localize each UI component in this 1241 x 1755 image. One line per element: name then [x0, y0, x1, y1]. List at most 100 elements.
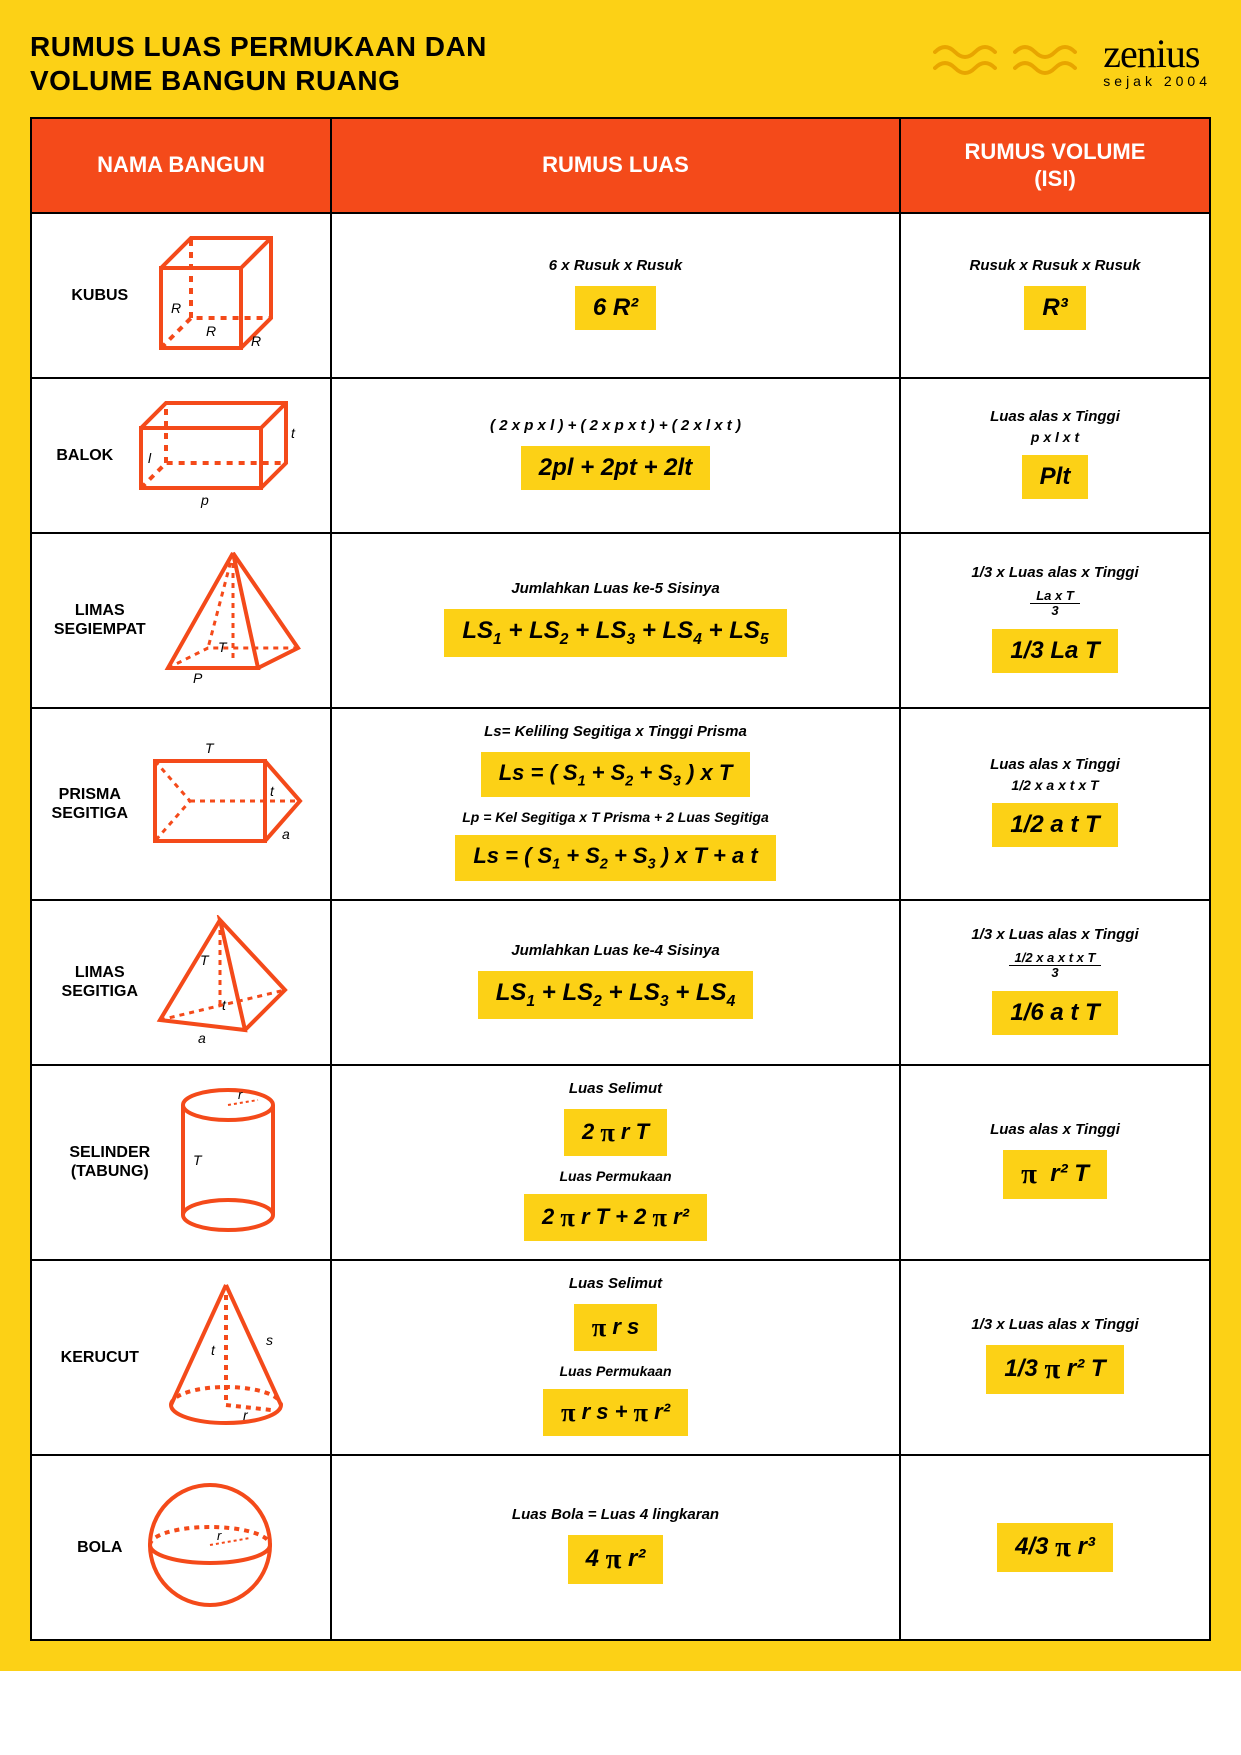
- shape-name: LIMASSEGIEMPAT: [54, 601, 146, 639]
- area-desc: Luas Bola = Luas 4 lingkaran: [342, 1506, 889, 1523]
- page-title: RUMUS LUAS PERMUKAAN DAN VOLUME BANGUN R…: [30, 30, 487, 97]
- page: RUMUS LUAS PERMUKAAN DAN VOLUME BANGUN R…: [0, 0, 1241, 1671]
- vol-desc: Luas alas x Tinggi: [911, 1121, 1199, 1138]
- vol-desc: 1/3 x Luas alas x Tinggi: [911, 1316, 1199, 1333]
- svg-text:R: R: [171, 300, 181, 316]
- area-desc-2: Lp = Kel Segitiga x T Prisma + 2 Luas Se…: [342, 809, 889, 825]
- area-formula: LS1 + LS2 + LS3 + LS4: [478, 971, 754, 1019]
- header: RUMUS LUAS PERMUKAAN DAN VOLUME BANGUN R…: [30, 30, 1211, 97]
- title-line-1: RUMUS LUAS PERMUKAAN DAN: [30, 31, 487, 62]
- tetrahedron-icon: T t a: [150, 915, 300, 1050]
- area-desc: ( 2 x p x l ) + ( 2 x p x t ) + ( 2 x l …: [342, 417, 889, 434]
- vol-formula: 4/3 π r³: [997, 1523, 1113, 1572]
- row-kerucut: KERUCUT: [31, 1260, 1210, 1455]
- cylinder-icon: r T: [163, 1080, 293, 1245]
- svg-text:T: T: [193, 1152, 203, 1168]
- area-desc-2: Luas Permukaan: [342, 1363, 889, 1379]
- shape-name: LIMASSEGITIGA: [62, 963, 138, 1001]
- vol-desc-1: Luas alas x Tinggi: [911, 408, 1199, 425]
- formula-table: NAMA BANGUN RUMUS LUAS RUMUS VOLUME(ISI)…: [30, 117, 1211, 1641]
- wave-icon: [933, 40, 1003, 80]
- row-balok: BALOK l: [31, 378, 1210, 533]
- svg-text:T: T: [205, 740, 215, 756]
- decorative-waves: [933, 40, 1083, 80]
- sphere-icon: r: [135, 1470, 285, 1625]
- svg-text:s: s: [266, 1332, 273, 1348]
- vol-desc-2: p x l x t: [911, 429, 1199, 445]
- brand-name: zenius: [1103, 30, 1211, 77]
- area-desc-1: Ls= Keliling Segitiga x Tinggi Prisma: [342, 723, 889, 740]
- area-formula-2: π r s + π r²: [543, 1389, 688, 1436]
- vol-formula: 1/2 a t T: [992, 803, 1117, 847]
- brand-logo: zenius sejak 2004: [1103, 30, 1211, 89]
- col-header-area: RUMUS LUAS: [331, 118, 900, 213]
- square-pyramid-icon: T P: [158, 548, 308, 693]
- cuboid-icon: l t p: [126, 393, 306, 518]
- wave-icon: [1013, 40, 1083, 80]
- vol-desc: 1/3 x Luas alas x Tinggi: [911, 926, 1199, 943]
- shape-name: KUBUS: [71, 286, 128, 305]
- triangular-prism-icon: T t a: [140, 731, 310, 876]
- vol-desc-2: 1/2 x a x t x T: [911, 777, 1199, 793]
- svg-text:p: p: [200, 492, 209, 508]
- vol-formula: 1/3 π r² T: [986, 1345, 1123, 1394]
- area-desc: Jumlahkan Luas ke-5 Sisinya: [342, 580, 889, 597]
- cone-icon: s t r: [151, 1275, 301, 1440]
- area-desc: 6 x Rusuk x Rusuk: [342, 257, 889, 274]
- svg-text:t: t: [270, 783, 275, 799]
- svg-text:T: T: [218, 639, 228, 655]
- area-formula: 4 π r²: [568, 1535, 664, 1584]
- vol-formula: R³: [1024, 286, 1085, 330]
- vol-formula: 1/3 La T: [992, 629, 1117, 673]
- svg-text:t: t: [291, 425, 296, 441]
- row-limas-segitiga: LIMASSEGITIGA T t a: [31, 900, 1210, 1065]
- col-header-name: NAMA BANGUN: [31, 118, 331, 213]
- area-formula: 2pl + 2pt + 2lt: [521, 446, 710, 490]
- vol-formula: Plt: [1022, 455, 1089, 499]
- svg-text:P: P: [193, 670, 203, 686]
- area-desc-1: Luas Selimut: [342, 1080, 889, 1097]
- area-desc: Jumlahkan Luas ke-4 Sisinya: [342, 942, 889, 959]
- brand-tagline: sejak 2004: [1103, 73, 1211, 89]
- area-desc-1: Luas Selimut: [342, 1275, 889, 1292]
- shape-name: BOLA: [77, 1538, 122, 1557]
- svg-text:r: r: [217, 1528, 222, 1543]
- row-limas-segiempat: LIMASSEGIEMPAT T P: [31, 533, 1210, 708]
- vol-fraction: La x T 3: [1030, 589, 1080, 619]
- svg-text:R: R: [206, 323, 216, 339]
- shape-name: BALOK: [56, 446, 113, 465]
- svg-text:a: a: [198, 1030, 206, 1045]
- svg-text:R: R: [251, 333, 261, 349]
- shape-name: KERUCUT: [61, 1348, 139, 1367]
- area-formula: LS1 + LS2 + LS3 + LS4 + LS5: [444, 609, 786, 657]
- svg-text:l: l: [148, 450, 152, 466]
- area-formula-1: π r s: [574, 1304, 658, 1351]
- svg-text:T: T: [200, 952, 210, 968]
- row-prisma-segitiga: PRISMASEGITIGA T t: [31, 708, 1210, 900]
- vol-formula: π r² T: [1003, 1150, 1107, 1199]
- col-header-volume: RUMUS VOLUME(ISI): [900, 118, 1210, 213]
- area-formula: 6 R²: [575, 286, 656, 330]
- row-tabung: SELINDER(TABUNG): [31, 1065, 1210, 1260]
- svg-text:t: t: [211, 1342, 216, 1358]
- svg-text:r: r: [238, 1087, 243, 1102]
- svg-text:t: t: [222, 997, 227, 1013]
- vol-desc: Rusuk x Rusuk x Rusuk: [911, 257, 1199, 274]
- vol-desc: 1/3 x Luas alas x Tinggi: [911, 564, 1199, 581]
- shape-name: SELINDER(TABUNG): [69, 1143, 150, 1181]
- svg-text:a: a: [282, 826, 290, 842]
- cube-icon: R R R: [141, 228, 291, 363]
- vol-fraction: 1/2 x a x t x T 3: [1009, 951, 1102, 981]
- row-kubus: KUBUS R: [31, 213, 1210, 378]
- area-formula-2: Ls = ( S1 + S2 + S3 ) x T + a t: [455, 835, 775, 880]
- row-bola: BOLA: [31, 1455, 1210, 1640]
- title-line-2: VOLUME BANGUN RUANG: [30, 65, 400, 96]
- area-desc-2: Luas Permukaan: [342, 1168, 889, 1184]
- brand-area: zenius sejak 2004: [933, 30, 1211, 89]
- vol-formula: 1/6 a t T: [992, 991, 1117, 1035]
- area-formula-1: Ls = ( S1 + S2 + S3 ) x T: [481, 752, 751, 797]
- vol-desc-1: Luas alas x Tinggi: [911, 756, 1199, 773]
- area-formula-2: 2 π r T + 2 π r²: [524, 1194, 707, 1241]
- area-formula-1: 2 π r T: [564, 1109, 667, 1156]
- shape-name: PRISMASEGITIGA: [52, 785, 128, 823]
